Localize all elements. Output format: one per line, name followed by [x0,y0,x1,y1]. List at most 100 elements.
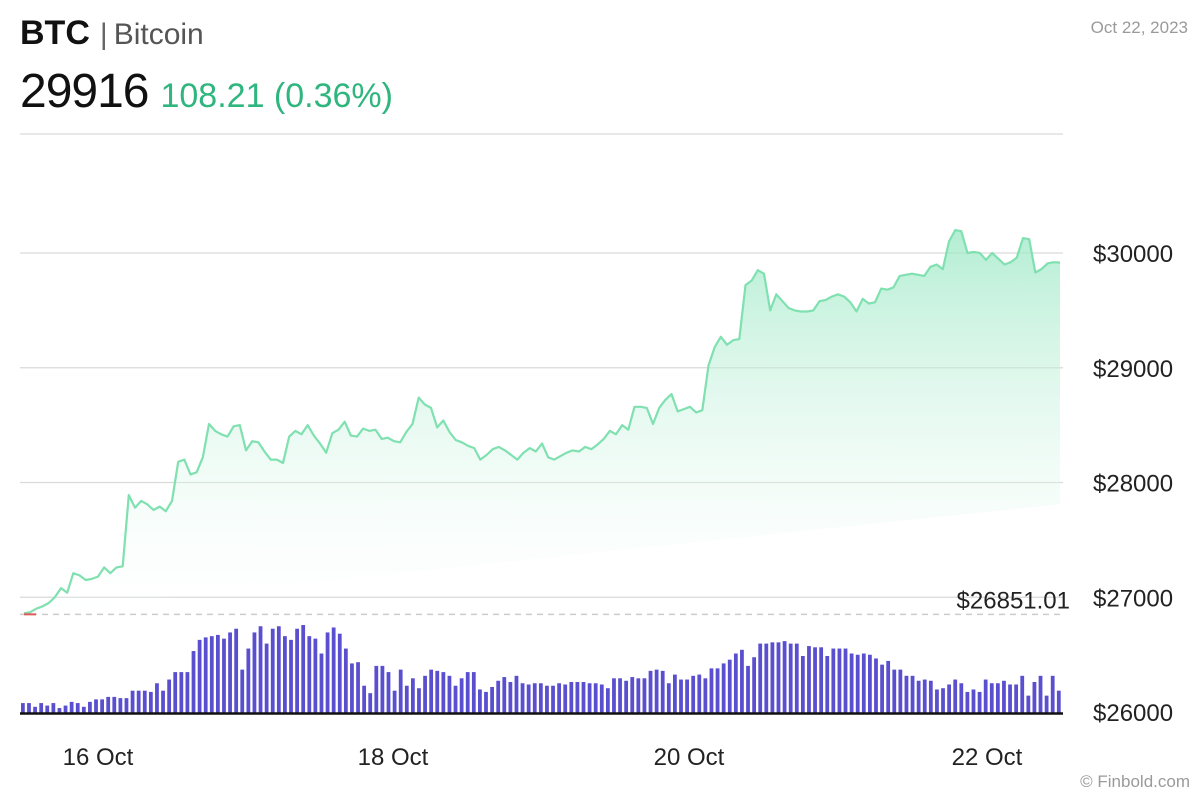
volume-bar [947,684,951,713]
volume-bar [776,642,781,713]
volume-bar [648,670,653,713]
x-tick-label: 18 Oct [358,744,429,771]
volume-bar [989,683,994,713]
volume-bar [910,675,915,713]
volume-bar [1050,675,1055,713]
volume-bar [605,688,610,713]
volume-bar [928,680,933,713]
title-row: BTC | Bitcoin [20,14,393,62]
volume-bar [685,679,689,713]
volume-bar [636,678,641,713]
volume-bar [545,685,549,713]
price-row: 29916 108.21 (0.36%) [20,64,393,119]
price-change: 108.21 (0.36%) [160,77,393,115]
volume-bar [471,672,476,713]
volume-bar [246,648,251,713]
volume-bar [618,678,622,713]
volume-bar [733,653,738,713]
volume-bar [100,699,104,713]
volume-bar [392,690,397,713]
volume-bar [410,678,415,713]
volume-bar [142,690,147,713]
volume-bar [185,672,190,713]
volume-bar [666,683,671,713]
volume-bar [977,691,982,713]
volume-bar [465,672,470,713]
volume-bar [624,680,629,713]
volume-bar [782,641,787,713]
volume-bar [630,677,635,713]
volume-bar [148,691,153,713]
x-tick-label: 22 Oct [952,744,1023,771]
volume-bar [654,669,659,713]
volume-bar [703,678,708,713]
volume-bar [721,663,726,713]
volume-bar [350,663,354,713]
volume-bar [209,636,214,713]
volume-bar [490,686,494,713]
volume-bar [252,632,257,713]
volume-bar [904,675,909,713]
volume-bar [423,675,427,713]
volume-bar [660,670,665,713]
volume-bar [868,654,872,713]
volume-bar [453,685,458,713]
volume-bar [849,653,854,713]
volume-bar [953,679,958,713]
volume-bar [118,698,123,713]
volume-bar [203,637,208,713]
volume-bar [368,693,373,713]
volume-bar [75,703,80,713]
volume-bar [691,675,696,713]
reference-label: $26851.01 [957,587,1070,614]
volume-bar [526,684,531,713]
volume-bar [258,626,263,713]
chart-date: Oct 22, 2023 [1090,18,1188,37]
volume-bar [709,668,714,713]
volume-bar [478,689,482,713]
volume-bar [825,655,830,713]
volume-bar [21,703,25,713]
volume-bar [861,653,866,713]
volume-bar [593,683,598,713]
chart-header: BTC | Bitcoin 29916 108.21 (0.36%) [20,14,393,119]
volume-bar [563,684,568,713]
volume-bar [764,643,769,713]
volume-bar [435,670,440,713]
volume-bar [155,683,159,713]
volume-bar [234,628,239,713]
title-separator: | [99,18,108,51]
volume-bar [81,706,86,713]
volume-bar [520,683,525,713]
current-price: 29916 [20,65,149,118]
volume-bar [983,679,988,713]
volume-bar [502,677,507,713]
volume-bar [569,682,574,713]
volume-bar [270,628,275,713]
volume-bar [813,647,817,713]
volume-bar [343,648,348,713]
volume-bar [959,683,964,713]
volume-bar [191,651,196,713]
volume-bar [995,683,1000,713]
volume-bar [752,657,757,713]
volume-bar [697,674,702,713]
volume-bar [398,669,403,713]
volume-bar [69,701,74,713]
volume-bar [1014,684,1019,713]
volume-bar [496,680,501,713]
volume-bar [136,690,141,713]
volume-bar [222,638,226,713]
volume-bar [1056,690,1061,713]
volume-bar [746,665,750,713]
volume-bar [508,682,513,713]
volume-bar [514,675,519,713]
volume-bar [855,654,860,713]
asset-name: Bitcoin [113,18,204,51]
volume-bar [916,680,921,713]
volume-bar [1032,682,1037,713]
volume-bar [124,698,129,713]
volume-bar [800,655,805,713]
volume-bar [362,685,367,713]
x-tick-label: 20 Oct [654,744,725,771]
